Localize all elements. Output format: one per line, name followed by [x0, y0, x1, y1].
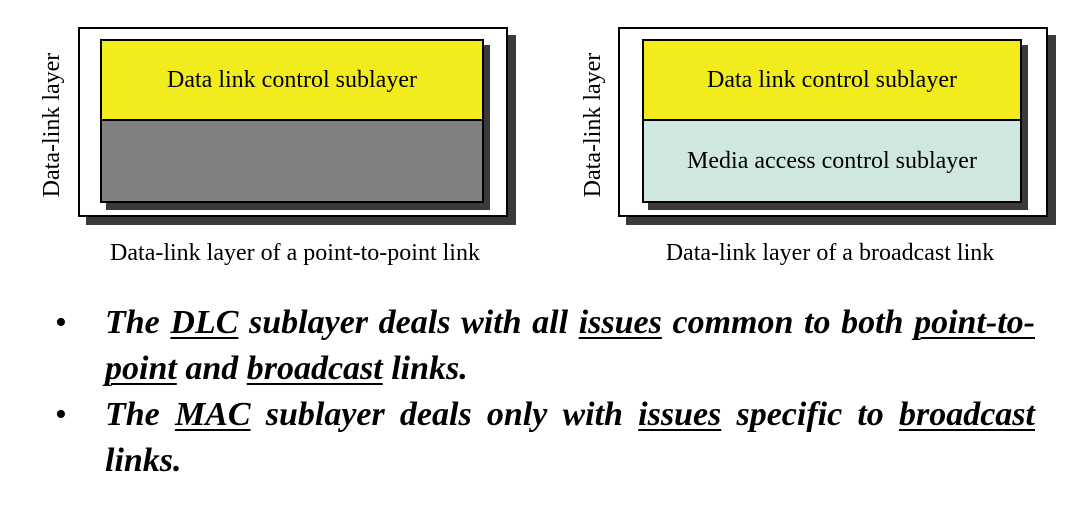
mac-label-right: Media access control sublayer	[687, 147, 977, 174]
bullet-text: The MAC sublayer deals only with issues …	[105, 396, 1035, 479]
bullet-item-mac: • The MAC sublayer deals only with issue…	[55, 392, 1035, 484]
vertical-label-left: Data-link layer	[39, 52, 65, 198]
dlc-label-left: Data link control sublayer	[167, 66, 417, 93]
text-run: specific to	[721, 396, 899, 433]
text-run: sublayer deals only with	[250, 396, 639, 433]
underlined-term: issues	[578, 304, 662, 341]
text-run: The	[105, 304, 171, 341]
text-run: links.	[105, 442, 182, 479]
bullet-dot: •	[55, 396, 67, 433]
vertical-label-right: Data-link layer	[580, 52, 606, 198]
text-run: and	[176, 350, 247, 387]
underlined-term: DLC	[170, 304, 239, 341]
caption-right: Data-link layer of a broadcast link	[665, 240, 995, 266]
text-run: The	[105, 396, 175, 433]
dlc-sublayer-left: Data link control sublayer	[100, 39, 484, 121]
bullet-text: The DLC sublayer deals with all issues c…	[105, 304, 1035, 387]
dlc-sublayer-right: Data link control sublayer	[642, 39, 1022, 121]
text-run: links.	[382, 350, 468, 387]
text-run: common to both	[661, 304, 915, 341]
underlined-term: broadcast	[246, 350, 383, 387]
underlined-term: MAC	[174, 396, 251, 433]
underlined-term: broadcast	[898, 396, 1035, 433]
mac-sublayer-right: Media access control sublayer	[642, 119, 1022, 203]
bullet-dot: •	[55, 304, 67, 341]
bullet-item-dlc: • The DLC sublayer deals with all issues…	[55, 300, 1035, 392]
empty-sublayer-left	[100, 119, 484, 203]
caption-left: Data-link layer of a point-to-point link	[110, 240, 480, 266]
bullet-list: • The DLC sublayer deals with all issues…	[55, 300, 1035, 484]
dlc-label-right: Data link control sublayer	[707, 66, 957, 93]
underlined-term: issues	[638, 396, 722, 433]
underlined-term: point-to-point	[105, 304, 1035, 387]
text-run: sublayer deals with all	[238, 304, 579, 341]
